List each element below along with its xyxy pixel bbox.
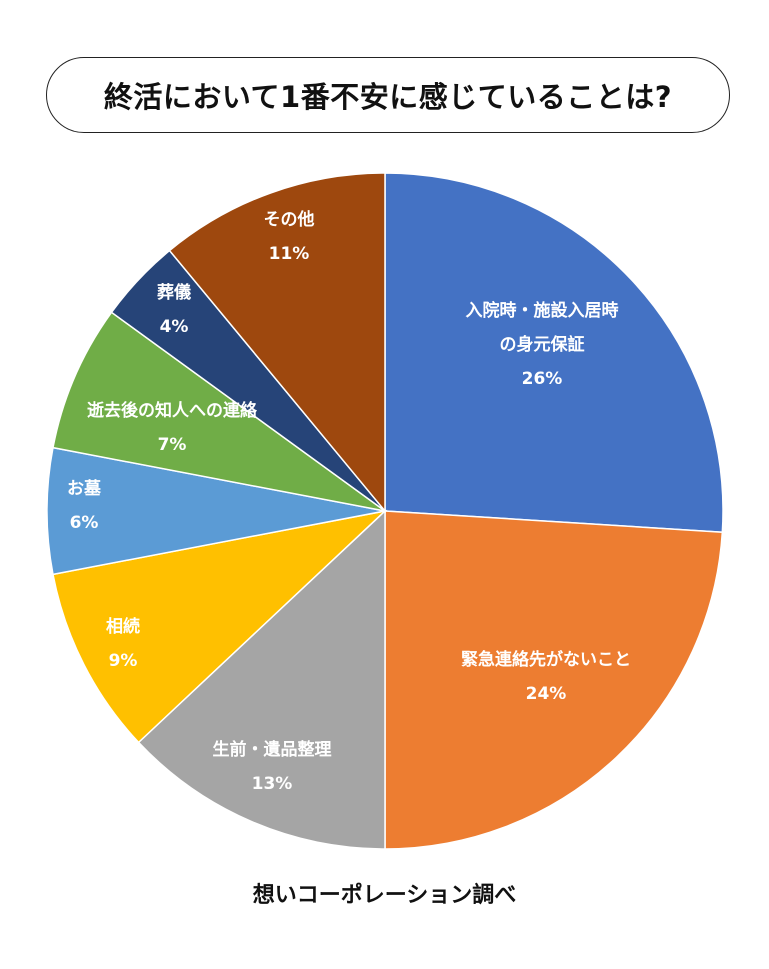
pie-slices (46, 172, 724, 850)
pie-slice (384, 172, 724, 534)
slice-label: 葬儀 (157, 282, 191, 303)
pie-slice (46, 446, 386, 576)
slice-label: 逝去後の知人への連絡 (87, 400, 258, 421)
slice-value-label: 7% (158, 435, 187, 455)
slice-value-label: 9% (109, 651, 138, 671)
slice-label: お墓 (67, 478, 102, 499)
slice-label: の身元保証 (500, 334, 585, 355)
slice-value-label: 26% (522, 369, 563, 389)
pie-slice (52, 311, 386, 512)
pie-slice (168, 172, 386, 514)
source-note: 想いコーポレーション調べ (252, 883, 517, 908)
slice-value-label: 24% (526, 684, 567, 704)
slice-label: 緊急連絡先がないこと (461, 649, 631, 670)
slice-label: 相続 (106, 616, 140, 637)
slice-label: 生前・遺品整理 (213, 739, 332, 760)
slice-value-label: 4% (160, 317, 189, 337)
pie-slice (137, 509, 386, 850)
slice-value-label: 13% (252, 774, 293, 794)
pie-slice (52, 509, 388, 744)
slice-value-label: 6% (70, 513, 99, 533)
chart-title: 終活において1番不安に感じていることは? (46, 57, 730, 133)
pie-slice (384, 510, 724, 850)
slice-label: その他 (264, 209, 315, 230)
slice-label: 入院時・施設入居時 (466, 300, 619, 321)
slice-value-label: 11% (269, 244, 310, 264)
